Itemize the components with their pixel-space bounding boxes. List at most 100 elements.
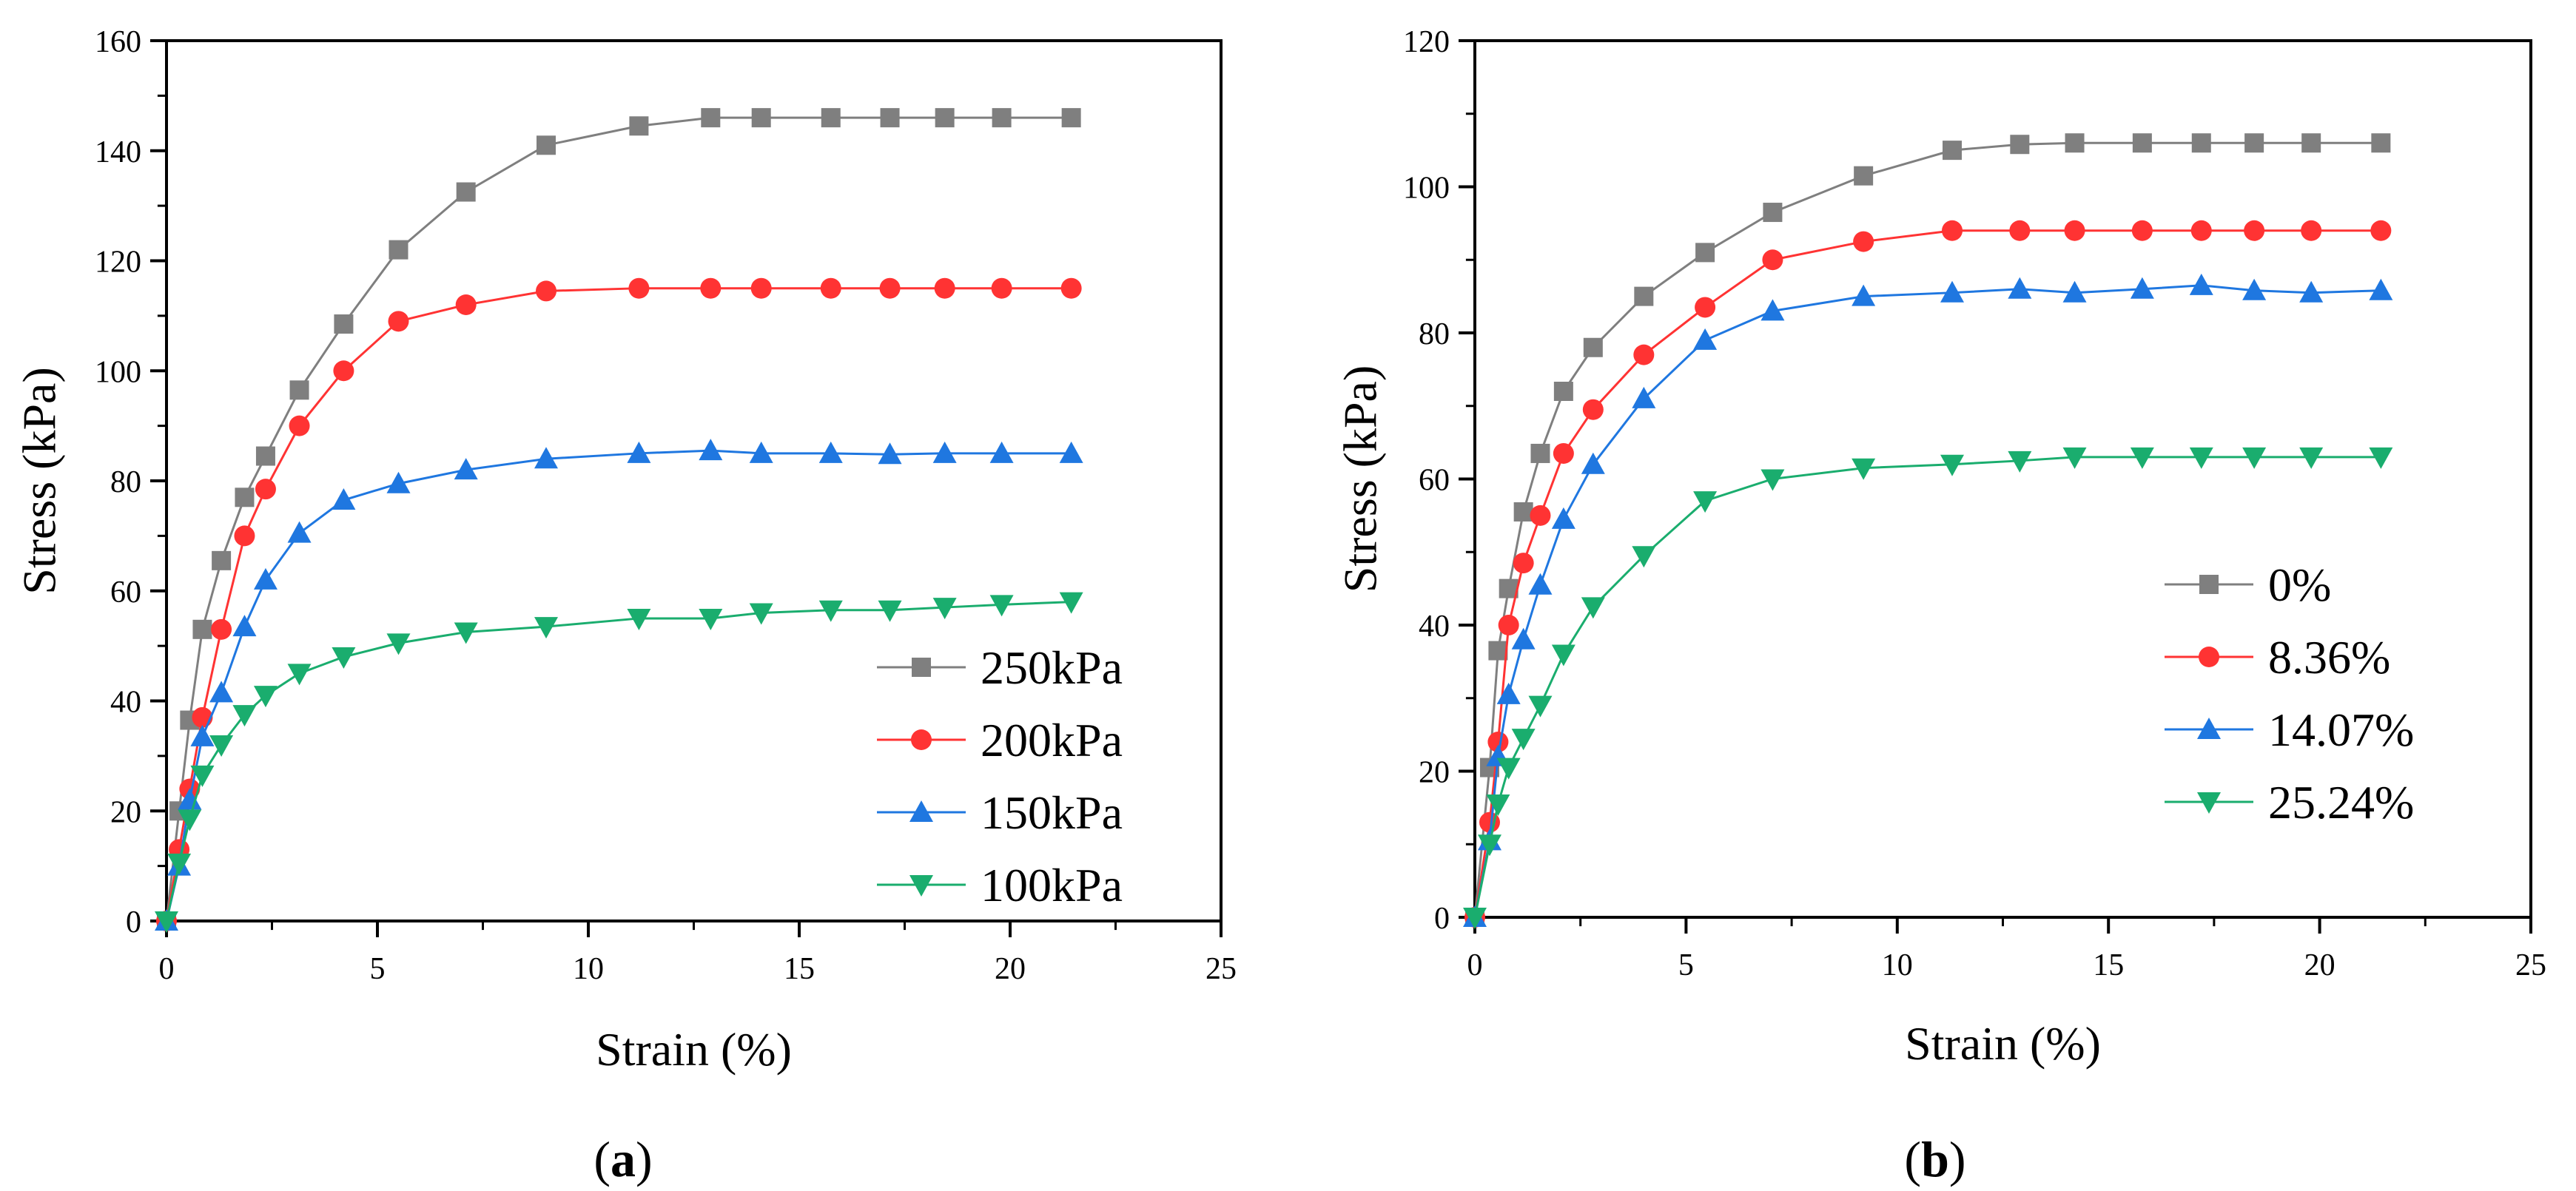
data-point [2131,220,2153,241]
x-tick-label: 25 [2515,948,2546,982]
data-point [1553,382,1573,401]
data-point [386,633,411,655]
data-point [1513,553,1534,574]
data-point [255,479,276,500]
data-point [1634,286,1654,306]
y-tick-label: 40 [110,686,141,720]
data-point [178,809,202,831]
data-point [699,608,723,630]
data-point [1632,546,1656,568]
data-point [537,135,556,155]
data-point [1486,794,1510,816]
data-point [1633,344,1655,365]
series-25.24% [1463,447,2393,929]
data-point [878,442,902,465]
data-point [627,608,651,630]
data-point [751,108,771,128]
data-point [2369,447,2393,469]
data-point [2130,277,2154,299]
data-point [2008,277,2032,299]
y-tick-label: 60 [110,576,141,610]
x-axis-title: Strain (%) [596,1023,792,1076]
data-point [750,277,772,299]
x-tick-label: 10 [573,952,604,986]
legend-marker [909,875,933,897]
data-point [1511,627,1536,650]
data-point [2008,451,2032,473]
data-point [879,277,901,299]
data-point [2062,447,2087,469]
data-point [2191,133,2211,153]
data-point [1852,284,1876,306]
data-point [2062,280,2087,303]
data-point [456,182,476,202]
data-point [2132,133,2152,153]
data-point [334,314,354,334]
data-point [2369,278,2393,300]
y-tick-label: 120 [95,246,141,280]
data-point [2189,273,2213,295]
data-point [2244,220,2265,241]
data-point [1528,573,1553,595]
data-point [1463,908,1487,929]
data-point [2010,135,2030,155]
y-tick-label: 80 [1419,317,1450,351]
legend-marker [2199,647,2219,667]
data-point [289,415,310,436]
data-point [935,108,955,128]
legend-label: 0% [2268,559,2331,611]
data-point [1061,108,1081,128]
data-point [820,277,841,299]
y-tick-label: 120 [1403,25,1450,59]
data-point [1498,615,1519,635]
data-point [2299,280,2324,303]
data-point [2064,220,2085,241]
data-point [388,311,409,332]
series-100kPa [155,592,1083,933]
data-point [1496,682,1521,704]
data-point [332,647,356,669]
legend-label: 200kPa [981,714,1123,766]
caption-open: ( [593,1131,611,1187]
data-point [212,550,232,570]
x-tick-label: 5 [370,952,386,986]
x-tick-label: 20 [2304,948,2335,982]
y-tick-label: 100 [1403,172,1450,206]
series-line [1473,456,2381,918]
data-point [209,681,234,703]
caption-close: ) [1949,1131,1966,1187]
data-point [255,446,275,466]
data-point [1632,386,1656,408]
legend-label: 250kPa [981,641,1123,694]
data-point [749,603,773,625]
legend-label: 14.07% [2268,704,2414,756]
data-point [1762,249,1783,271]
legend-marker [909,800,933,822]
caption-open: ( [1904,1131,1921,1187]
data-point [700,277,722,299]
series-0% [1465,133,2391,927]
data-point [235,487,255,507]
y-tick-label: 80 [110,465,141,499]
data-point [1761,469,1785,491]
data-point [2130,447,2154,469]
data-point [332,488,356,510]
data-point [454,458,478,480]
data-point [1551,507,1575,529]
legend-marker [2199,575,2219,594]
data-point [749,441,773,463]
x-tick-label: 15 [784,952,815,986]
data-point [1852,458,1876,480]
data-point [880,108,900,128]
data-point [211,618,232,640]
data-point [628,277,650,299]
caption-close: ) [636,1131,653,1187]
data-point [287,521,312,543]
data-point [2242,278,2267,300]
data-point [878,600,902,622]
data-point [1513,502,1533,522]
x-tick-label: 5 [1678,948,1694,982]
chart-a: 0 5 10 15 20 25 0 20 40 60 80 100 120 140 160 Strain (%… [13,25,1237,1187]
data-point [2299,447,2324,469]
